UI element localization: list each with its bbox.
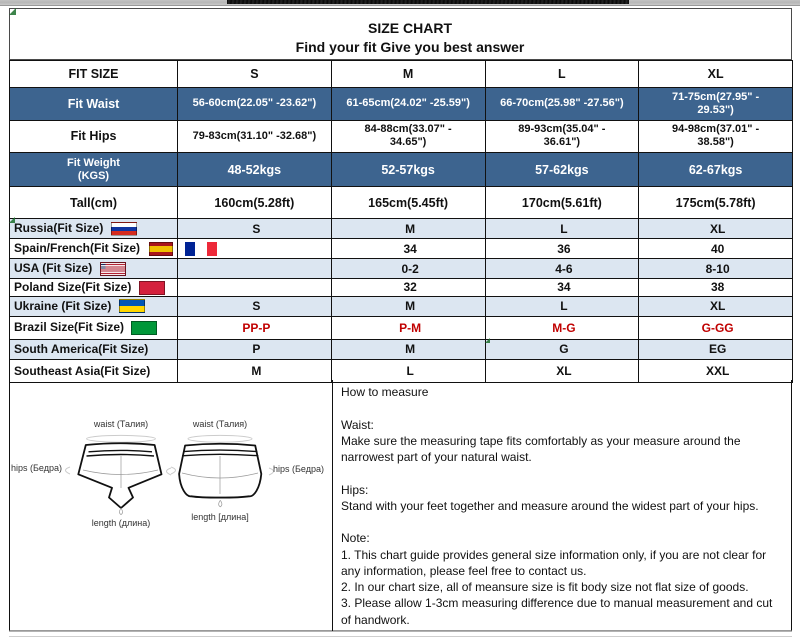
svg-text:hips (Бедра): hips (Бедра) xyxy=(11,463,62,473)
svg-text:length [длина]: length [длина] xyxy=(191,512,249,522)
svg-text:length (длина): length (длина) xyxy=(92,518,151,528)
svg-text:waist (Талия): waist (Талия) xyxy=(192,419,247,429)
svg-text:hips (Бедра): hips (Бедра) xyxy=(273,464,324,474)
svg-text:waist (Талия): waist (Талия) xyxy=(93,419,148,429)
